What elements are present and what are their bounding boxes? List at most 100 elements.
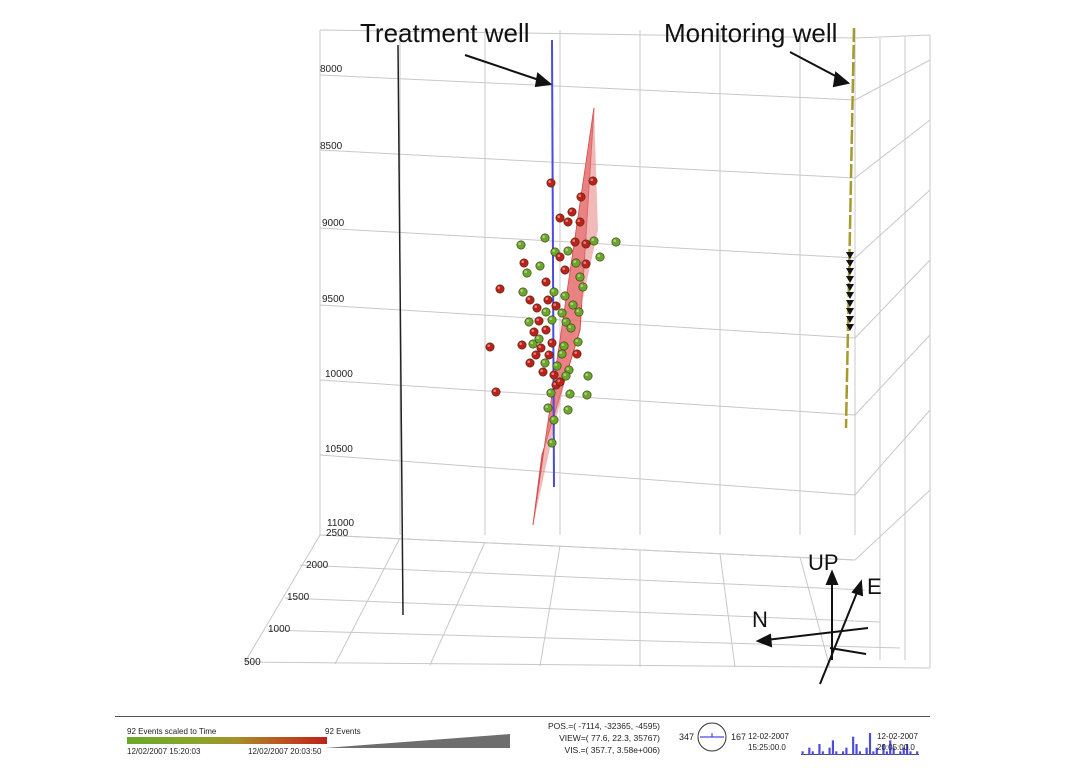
azimuth-dial[interactable] bbox=[696, 721, 728, 753]
microseismic-event[interactable] bbox=[543, 403, 553, 413]
microseismic-event[interactable] bbox=[582, 390, 592, 400]
microseismic-event[interactable] bbox=[547, 438, 557, 448]
microseismic-event[interactable] bbox=[588, 176, 598, 186]
microseismic-event[interactable] bbox=[543, 295, 553, 305]
horizontal-tick: 2500 bbox=[326, 528, 349, 539]
microseismic-event[interactable] bbox=[589, 236, 599, 246]
microseismic-event[interactable] bbox=[560, 265, 570, 275]
microseismic-event[interactable] bbox=[528, 339, 538, 349]
microseismic-event[interactable] bbox=[595, 252, 605, 262]
microseismic-event[interactable] bbox=[531, 350, 541, 360]
microseismic-event[interactable] bbox=[572, 349, 582, 359]
histogram-bar bbox=[828, 747, 831, 755]
event-highlight bbox=[577, 219, 580, 222]
microseismic-event[interactable] bbox=[540, 358, 550, 368]
microseismic-event[interactable] bbox=[541, 277, 551, 287]
microseismic-event[interactable] bbox=[534, 316, 544, 326]
depth-tick: 11000 bbox=[327, 518, 355, 529]
microseismic-event[interactable] bbox=[611, 237, 621, 247]
event-highlight bbox=[534, 305, 537, 309]
microseismic-event[interactable] bbox=[570, 237, 580, 247]
view-readout: VIEW=( 77.6, 22.3, 35767) bbox=[559, 733, 660, 743]
azimuth-right-value: 167 bbox=[731, 732, 747, 742]
microseismic-event[interactable] bbox=[524, 317, 534, 327]
event-highlight bbox=[563, 319, 566, 323]
microseismic-event[interactable] bbox=[547, 315, 557, 325]
microseismic-event[interactable] bbox=[495, 284, 505, 294]
time-color-scale[interactable] bbox=[127, 737, 327, 744]
microseismic-event[interactable] bbox=[559, 341, 569, 351]
microseismic-event[interactable] bbox=[557, 308, 567, 318]
microseismic-event[interactable] bbox=[573, 337, 583, 347]
microseismic-event[interactable] bbox=[538, 367, 548, 377]
microseismic-event[interactable] bbox=[581, 259, 591, 269]
microseismic-event[interactable] bbox=[576, 192, 586, 202]
microseismic-event[interactable] bbox=[575, 217, 585, 227]
microseismic-event[interactable] bbox=[532, 303, 542, 313]
microseismic-event[interactable] bbox=[546, 178, 556, 188]
microseismic-event[interactable] bbox=[575, 272, 585, 282]
microseismic-event[interactable] bbox=[565, 389, 575, 399]
microseismic-event[interactable] bbox=[525, 358, 535, 368]
microseismic-event[interactable] bbox=[536, 343, 546, 353]
microseismic-event[interactable] bbox=[560, 291, 570, 301]
histogram-bar bbox=[831, 740, 835, 755]
microseismic-event[interactable] bbox=[516, 240, 526, 250]
microseismic-event[interactable] bbox=[549, 287, 559, 297]
histogram-bar bbox=[906, 744, 909, 755]
microseismic-event[interactable] bbox=[567, 207, 577, 217]
microseismic-event[interactable] bbox=[519, 258, 529, 268]
microseismic-event[interactable] bbox=[578, 282, 588, 292]
microseismic-event[interactable] bbox=[583, 371, 593, 381]
microseismic-event[interactable] bbox=[518, 287, 528, 297]
histogram-bar bbox=[868, 733, 872, 755]
microseismic-event[interactable] bbox=[555, 213, 565, 223]
event-highlight bbox=[573, 260, 576, 264]
microseismic-event[interactable] bbox=[546, 388, 556, 398]
microseismic-event[interactable] bbox=[557, 349, 567, 359]
event-highlight bbox=[565, 407, 568, 411]
microseismic-event[interactable] bbox=[563, 217, 573, 227]
microseismic-event[interactable] bbox=[525, 295, 535, 305]
microseismic-event[interactable] bbox=[561, 371, 571, 381]
microseismic-event[interactable] bbox=[535, 261, 545, 271]
microseismic-event[interactable] bbox=[555, 252, 565, 262]
event-highlight bbox=[520, 289, 523, 293]
microseismic-event[interactable] bbox=[547, 338, 557, 348]
reference-well-line bbox=[397, 44, 404, 616]
microseismic-event[interactable] bbox=[541, 325, 551, 335]
microseismic-event[interactable] bbox=[551, 301, 561, 311]
microseismic-event[interactable] bbox=[522, 268, 532, 278]
microseismic-event[interactable] bbox=[574, 307, 584, 317]
microseismic-event[interactable] bbox=[541, 307, 551, 317]
microseismic-event[interactable] bbox=[581, 239, 591, 249]
event-highlight bbox=[557, 254, 560, 257]
events-count-label: 92 Events bbox=[325, 727, 361, 736]
horizontal-tick: 500 bbox=[244, 657, 261, 668]
microseismic-event[interactable] bbox=[566, 323, 576, 333]
microseismic-event[interactable] bbox=[534, 334, 544, 344]
microseismic-event[interactable] bbox=[571, 258, 581, 268]
event-highlight bbox=[521, 260, 524, 264]
microseismic-event[interactable] bbox=[549, 370, 559, 380]
microseismic-event[interactable] bbox=[555, 377, 565, 387]
microseismic-event[interactable] bbox=[485, 342, 495, 352]
microseismic-event[interactable] bbox=[549, 415, 559, 425]
microseismic-event[interactable] bbox=[563, 246, 573, 256]
microseismic-event[interactable] bbox=[561, 317, 571, 327]
microseismic-event[interactable] bbox=[517, 340, 527, 350]
microseismic-event[interactable] bbox=[540, 233, 550, 243]
timeline-end-date: 12-02-2007 bbox=[877, 732, 918, 741]
microseismic-event[interactable] bbox=[544, 350, 554, 360]
microseismic-event[interactable] bbox=[563, 405, 573, 415]
microseismic-event[interactable] bbox=[552, 361, 562, 371]
event-highlight bbox=[540, 369, 543, 373]
microseismic-event[interactable] bbox=[529, 327, 539, 337]
event-highlight bbox=[519, 342, 522, 346]
microseismic-event[interactable] bbox=[568, 300, 578, 310]
event-timeline-histogram[interactable] bbox=[801, 729, 919, 755]
microseismic-event[interactable] bbox=[491, 387, 501, 397]
events-size-wedge[interactable] bbox=[325, 734, 510, 748]
